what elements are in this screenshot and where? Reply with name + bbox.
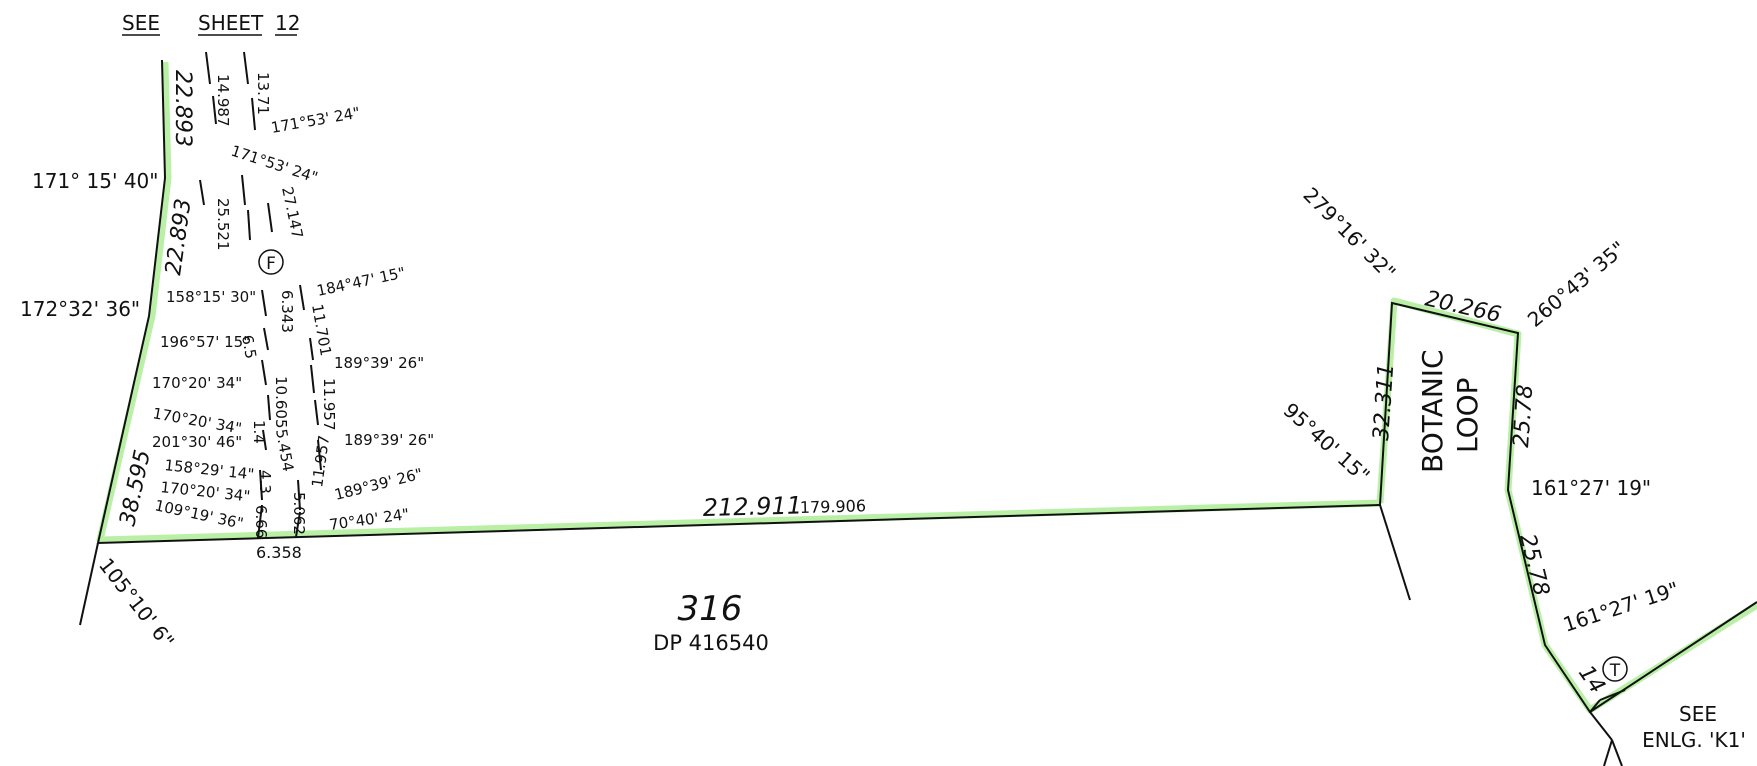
- distance-label: 5.454: [272, 428, 297, 473]
- distance-label: 27.147: [278, 185, 307, 240]
- bearing-label: 184°47' 15": [315, 264, 407, 300]
- distance-label: 6.343: [278, 290, 296, 333]
- distance-label: 212.911: [702, 491, 802, 522]
- road-name-line1: BOTANIC: [1416, 349, 1449, 473]
- highlight-boundary: [96, 61, 1757, 714]
- distance-label: 22.893: [170, 70, 195, 147]
- distance-label: 25.521: [214, 198, 232, 251]
- bearing-label: 158°15' 30": [166, 288, 256, 306]
- bearing-label: 201°30' 46": [152, 433, 242, 451]
- enlargement-see: SEE: [1679, 702, 1717, 726]
- deposited-plan: DP 416540: [653, 631, 769, 655]
- sheet-reference: SEE SHEET 12: [122, 11, 300, 36]
- bearing-label: 161°27' 19": [1531, 476, 1651, 500]
- bearing-label: 189°39' 26": [333, 465, 425, 504]
- bearing-label: 260°43' 35": [1523, 236, 1630, 332]
- distance-label: 1.4: [250, 420, 268, 444]
- bearing-label: 189°39' 26": [334, 354, 424, 372]
- distance-label: 25.78: [1514, 531, 1553, 598]
- distance-label: 4.3: [256, 470, 274, 494]
- distance-label: 11.957: [320, 378, 338, 431]
- distance-label: 5.062: [290, 492, 308, 535]
- bearing-label: 279°16' 32": [1298, 183, 1400, 285]
- sheet-label: SHEET: [198, 11, 264, 35]
- distance-label: 6.358: [256, 543, 302, 562]
- bearing-label: 171°53' 24": [270, 104, 362, 137]
- sheet-number: 12: [275, 11, 300, 35]
- bearing-label: 172°32' 36": [20, 297, 140, 321]
- marker-letter: F: [266, 254, 276, 274]
- road-name-line2: LOOP: [1451, 377, 1484, 453]
- distance-label: 11.957: [308, 434, 333, 488]
- bearing-label: 170°20' 34": [152, 374, 242, 392]
- bearing-label: 105°10' 6": [94, 553, 179, 652]
- distance-label: 25.78: [1509, 384, 1538, 449]
- bearing-label: 189°39' 26": [344, 431, 434, 449]
- enlargement-ref: ENLG. 'K1': [1642, 728, 1746, 752]
- bearing-label: 171° 15' 40": [32, 169, 158, 193]
- distance-label: 13.71: [254, 72, 272, 115]
- marker-f: F: [258, 249, 284, 275]
- distance-label: 6.5: [238, 334, 260, 361]
- marker-t: T: [1602, 656, 1628, 682]
- distance-label: 179.906: [800, 496, 867, 517]
- bearing-label: 196°57' 15": [160, 333, 250, 351]
- distance-label: 6.66: [252, 505, 270, 538]
- internal-lines: [199, 51, 1626, 713]
- road-name: BOTANIC LOOP: [1416, 349, 1484, 473]
- distance-label: 10.605: [272, 376, 290, 429]
- distance-label: 32.311: [1369, 363, 1399, 442]
- bearing-label: 95°40' 15": [1279, 398, 1375, 488]
- distance-label: 14.987: [214, 74, 232, 127]
- bearing-label: 161°27' 19": [1560, 577, 1682, 637]
- lot-number: 316: [678, 589, 743, 629]
- marker-letter: T: [1609, 661, 1621, 681]
- see-label: SEE: [122, 11, 160, 35]
